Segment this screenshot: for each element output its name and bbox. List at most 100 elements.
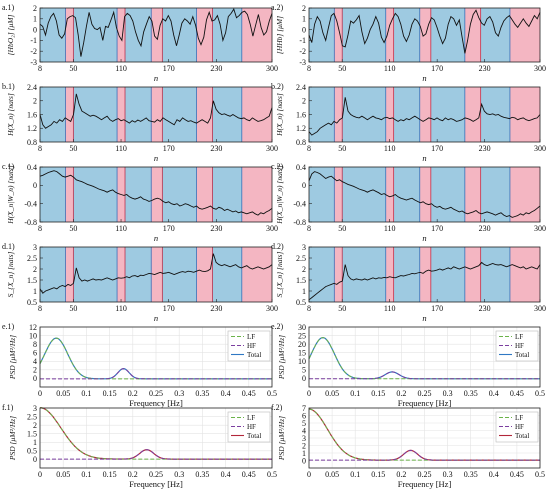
y-tick-label: 6 [302,411,306,420]
band-region [241,87,272,142]
x-tick-label: 0.2 [128,470,138,479]
y-tick-label: -2 [299,47,306,56]
x-tick-label: 0.2 [396,389,406,398]
y-tick-label: 15 [298,349,306,358]
x-axis-label: n [422,153,426,163]
trace-line [39,253,273,294]
band-region [334,167,343,222]
y-axis-label: [HHb] [μM] [275,16,284,54]
x-tick-label: 110 [384,144,396,153]
panel-label: f.2) [271,403,283,412]
x-tick-label: 170 [163,224,175,233]
plot-frame [39,326,273,388]
x-tick-label: 0 [307,470,311,479]
band-region [419,167,431,222]
y-tick-label: 2 [33,366,37,375]
y-tick-label: 5 [302,366,306,375]
panel-c1: 0.4 0 -0.4 -0.88 50 110 170 230 300 n H(X_n|W_n) [… [2,162,278,243]
y-tick-label: -2 [30,47,37,56]
x-tick-label: 230 [210,304,222,313]
x-tick-label: 230 [210,144,222,153]
x-tick-label: 0.25 [418,389,432,398]
band-region [464,247,481,302]
band-region [419,87,431,142]
x-axis-label: n [422,73,426,83]
legend-entry: Total [247,432,261,440]
plot-frame [39,7,273,63]
panel-label: d.2) [271,242,284,251]
y-tick-label: 0 [33,455,37,464]
x-tick-label: 8 [38,304,42,313]
x-tick-label: 0.2 [396,470,406,479]
plot-frame [308,246,541,303]
x-tick-label: 170 [431,144,443,153]
x-tick-label: 50 [69,304,77,313]
y-tick-label: 7 [302,404,306,413]
y-axis-label: PSD [μM²/Hz] [277,335,286,380]
y-axis-label: H(X_n|W_n) [nats] [6,165,15,225]
legend-entry: LF [515,414,523,422]
y-tick-label: 2 [33,265,37,274]
x-tick-label: 0.3 [174,470,184,479]
y-tick-label: 1.5 [27,430,37,439]
band-region [342,8,386,62]
band-region [73,247,118,302]
y-tick-label: 0.5 [27,447,37,456]
y-tick-label: 4 [33,357,37,366]
x-tick-label: 0.25 [418,470,432,479]
panel-label: d.1) [2,242,15,251]
band-region [480,167,510,222]
legend-entry: HF [515,342,524,350]
x-tick-label: 0.15 [103,389,117,398]
y-axis-label: H(X_n) [nats] [275,93,284,137]
x-tick-label: 8 [38,64,42,73]
band-region [241,8,272,62]
x-tick-label: 0.35 [464,470,478,479]
x-tick-label: 0.05 [325,470,339,479]
band-region [162,167,197,222]
x-tick-label: 50 [69,144,77,153]
y-axis-label: [HbO₂] [μM] [6,15,15,56]
y-axis-label: H(X_n) [nats] [6,93,15,137]
band-region [241,167,272,222]
x-tick-label: 8 [307,144,311,153]
x-tick-label: 8 [38,144,42,153]
x-tick-label: 110 [115,224,127,233]
y-tick-label: 2.5 [296,254,306,263]
x-tick-label: 0.45 [510,389,524,398]
band-region [509,247,540,302]
panel-d2: 3 2.5 2 1.5 1 0.58 50 110 170 230 300 n S_{X_n} [nat… [271,242,546,323]
x-tick-label: 0.4 [221,470,231,479]
band-region [151,8,163,62]
x-tick-label: 0.05 [56,470,70,479]
legend-entry: LF [247,333,255,341]
y-tick-label: -3 [299,58,306,67]
panel-label: c.2) [271,162,284,171]
panel-label: f.1) [2,403,14,412]
band-region [509,87,540,142]
y-tick-label: 1 [33,287,37,296]
band-region [342,87,386,142]
panel-f1: 32.521.510.500 0.05 0.1 0.15 0.2 0.25 0.3 0.35 0… [2,403,277,489]
y-tick-label: 0.4 [296,163,306,172]
x-tick-label: 300 [534,144,546,153]
band-region [509,167,540,222]
band-region [334,87,343,142]
band-region [117,247,126,302]
x-tick-label: 50 [338,64,346,73]
band-region [40,8,66,62]
band-region [430,167,465,222]
y-tick-label: 0.5 [296,298,306,307]
panel-label: b.2) [271,82,284,91]
band-region [196,247,213,302]
x-tick-label: 110 [384,224,396,233]
panel-label: c.1) [2,162,15,171]
x-tick-label: 230 [210,64,222,73]
x-tick-label: 0.5 [535,470,545,479]
y-tick-label: -0.8 [293,218,306,227]
series-hf [309,449,540,461]
trace-line [39,93,273,129]
x-tick-label: 300 [534,64,546,73]
y-tick-label: 0 [33,181,37,190]
